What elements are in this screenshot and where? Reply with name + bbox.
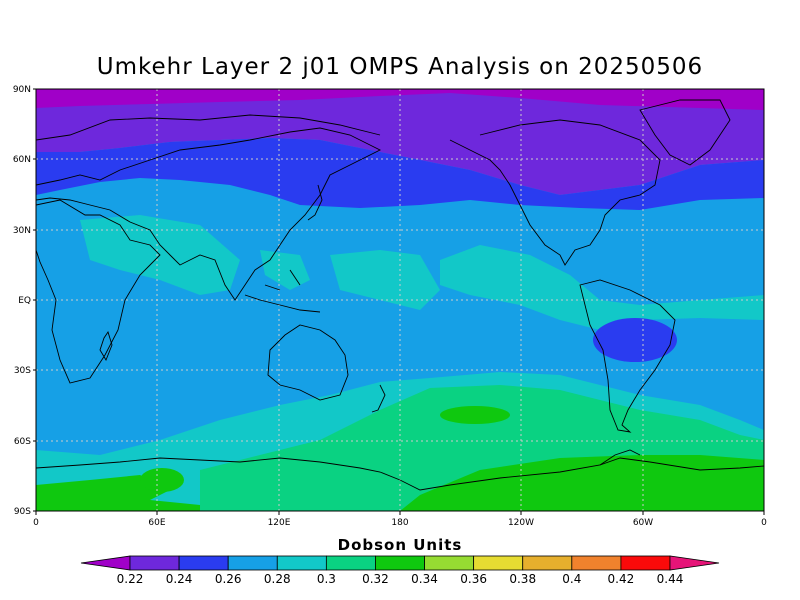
coastlines (36, 99, 764, 491)
antarctica-coast (36, 457, 764, 491)
lon-label-120w: 120W (508, 518, 534, 528)
colorbar-box (424, 555, 475, 571)
colorbar-label: 0.42 (608, 572, 635, 586)
colorbar-box (375, 555, 425, 571)
band-0.28-pacific (330, 250, 440, 310)
band-0.32-antarctic-west (36, 475, 200, 511)
japan-coast (307, 184, 323, 221)
colorbar-box (620, 555, 671, 571)
lat-label-60n: 60N (13, 155, 31, 165)
colorbar-box (325, 555, 376, 571)
arctic-coast (36, 114, 381, 141)
newzealand-coast (371, 384, 386, 413)
lat-label-90n: 90N (13, 85, 31, 95)
colorbar-label: 0.34 (411, 572, 438, 586)
eurasia-coast (36, 127, 382, 301)
lon-label-120e: 120E (268, 518, 291, 528)
band-0.32-antarctic-east (400, 455, 764, 511)
colorbar-box (178, 555, 229, 571)
lon-ticks (35, 511, 765, 515)
lat-label-30n: 30N (13, 226, 31, 236)
grid-lines (36, 89, 764, 511)
lon-label-180: 180 (391, 518, 408, 528)
band-0.24-north (36, 89, 764, 195)
colorbar-label: 0.3 (317, 572, 336, 586)
south-america-coast (579, 279, 676, 433)
colorbar-label: 0.28 (264, 572, 291, 586)
madagascar-coast (99, 330, 113, 362)
band-0.28-indonesia (260, 250, 310, 290)
antarctic-peninsula (599, 449, 641, 466)
colorbar-label: 0.32 (362, 572, 389, 586)
colorbar-box (276, 555, 327, 571)
colorbar-label: 0.26 (215, 572, 242, 586)
colorbar: 0.22 0.24 0.26 0.28 0.3 0.32 0.34 0.36 0.38 0.4 0.… (80, 555, 720, 586)
band-0.28-east (440, 245, 764, 330)
colorbar-high-triangle (669, 555, 720, 571)
lat-label-60s: 60S (14, 437, 31, 447)
colorbar-label: 0.22 (117, 572, 144, 586)
chart-title: Umkehr Layer 2 j01 OMPS Analysis on 2025… (96, 54, 704, 80)
lat-label-30s: 30S (14, 366, 31, 376)
indonesia-coast (244, 269, 321, 313)
colorbar-box (571, 555, 622, 571)
band-0.32-pacific-patch (440, 406, 510, 424)
lat-label-eq: EQ (18, 296, 31, 306)
lon-label-0-right: 0 (761, 518, 767, 528)
colorbar-label: 0.44 (657, 572, 684, 586)
greenland-coast (639, 99, 731, 166)
colorbar-title: Dobson Units (337, 536, 463, 554)
colorbar-label: 0.38 (509, 572, 536, 586)
colorbar-box (522, 555, 573, 571)
colorbar-label: 0.36 (460, 572, 487, 586)
australia-coast (267, 324, 349, 401)
lat-label-90s: 90S (14, 507, 31, 517)
africa-coast (36, 199, 161, 384)
colorbar-label: 0.24 (166, 572, 193, 586)
north-america-coast (449, 119, 661, 266)
colorbar-label: 0.4 (562, 572, 581, 586)
colorbar-box (129, 555, 180, 571)
band-0.26-brazil (593, 318, 677, 362)
lon-label-60e: 60E (148, 518, 165, 528)
colorbar-low-triangle (80, 555, 131, 571)
band-0.22-north (36, 89, 764, 110)
colorbar-box (473, 555, 524, 571)
band-0.32-patch (140, 468, 184, 492)
colorbar-box (227, 555, 278, 571)
lon-label-0-left: 0 (33, 518, 39, 528)
lon-label-60w: 60W (633, 518, 653, 528)
